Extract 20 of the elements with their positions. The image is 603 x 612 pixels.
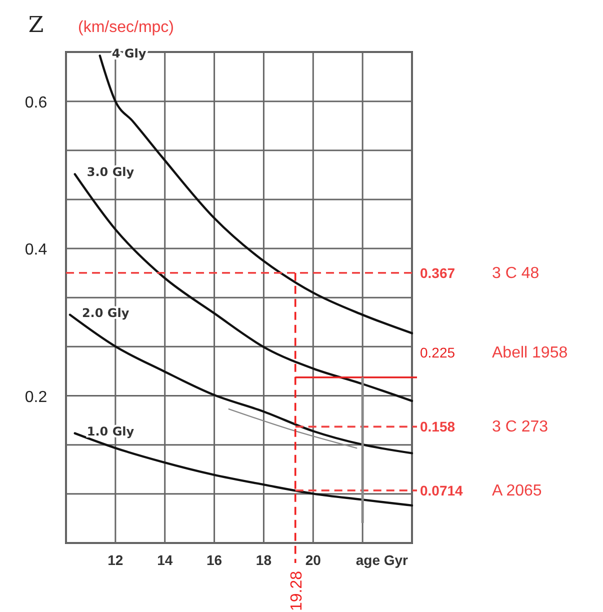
ref-line-label: 0.0714 — [420, 482, 464, 498]
y-tick-label: 0.2 — [24, 388, 48, 406]
x-tick-label: 14 — [157, 552, 173, 568]
text: 3 C 48 — [492, 264, 540, 282]
y-axis-title: Z — [28, 13, 44, 38]
ref-line-label: 0.158 — [420, 418, 456, 435]
x-tick-label: 18 — [256, 552, 272, 568]
text: (km/sec/mpc) — [78, 19, 174, 36]
y-tick-label: 0.6 — [24, 94, 48, 112]
ref-line-label: 19.28 — [288, 570, 306, 612]
x-axis-title: age Gyr — [356, 552, 409, 568]
ref-line-label: 0.225 — [420, 344, 456, 360]
text: 3 C 273 — [492, 418, 548, 436]
x-tick-label: 20 — [305, 552, 322, 568]
x-tick-label: 12 — [108, 552, 124, 568]
x-tick-label: 16 — [206, 552, 222, 568]
y-tick-label: 0.4 — [24, 242, 48, 259]
text: A 2065 — [492, 482, 542, 500]
text: Abell 1958 — [492, 344, 568, 362]
ref-line-label: 0.367 — [420, 264, 456, 281]
